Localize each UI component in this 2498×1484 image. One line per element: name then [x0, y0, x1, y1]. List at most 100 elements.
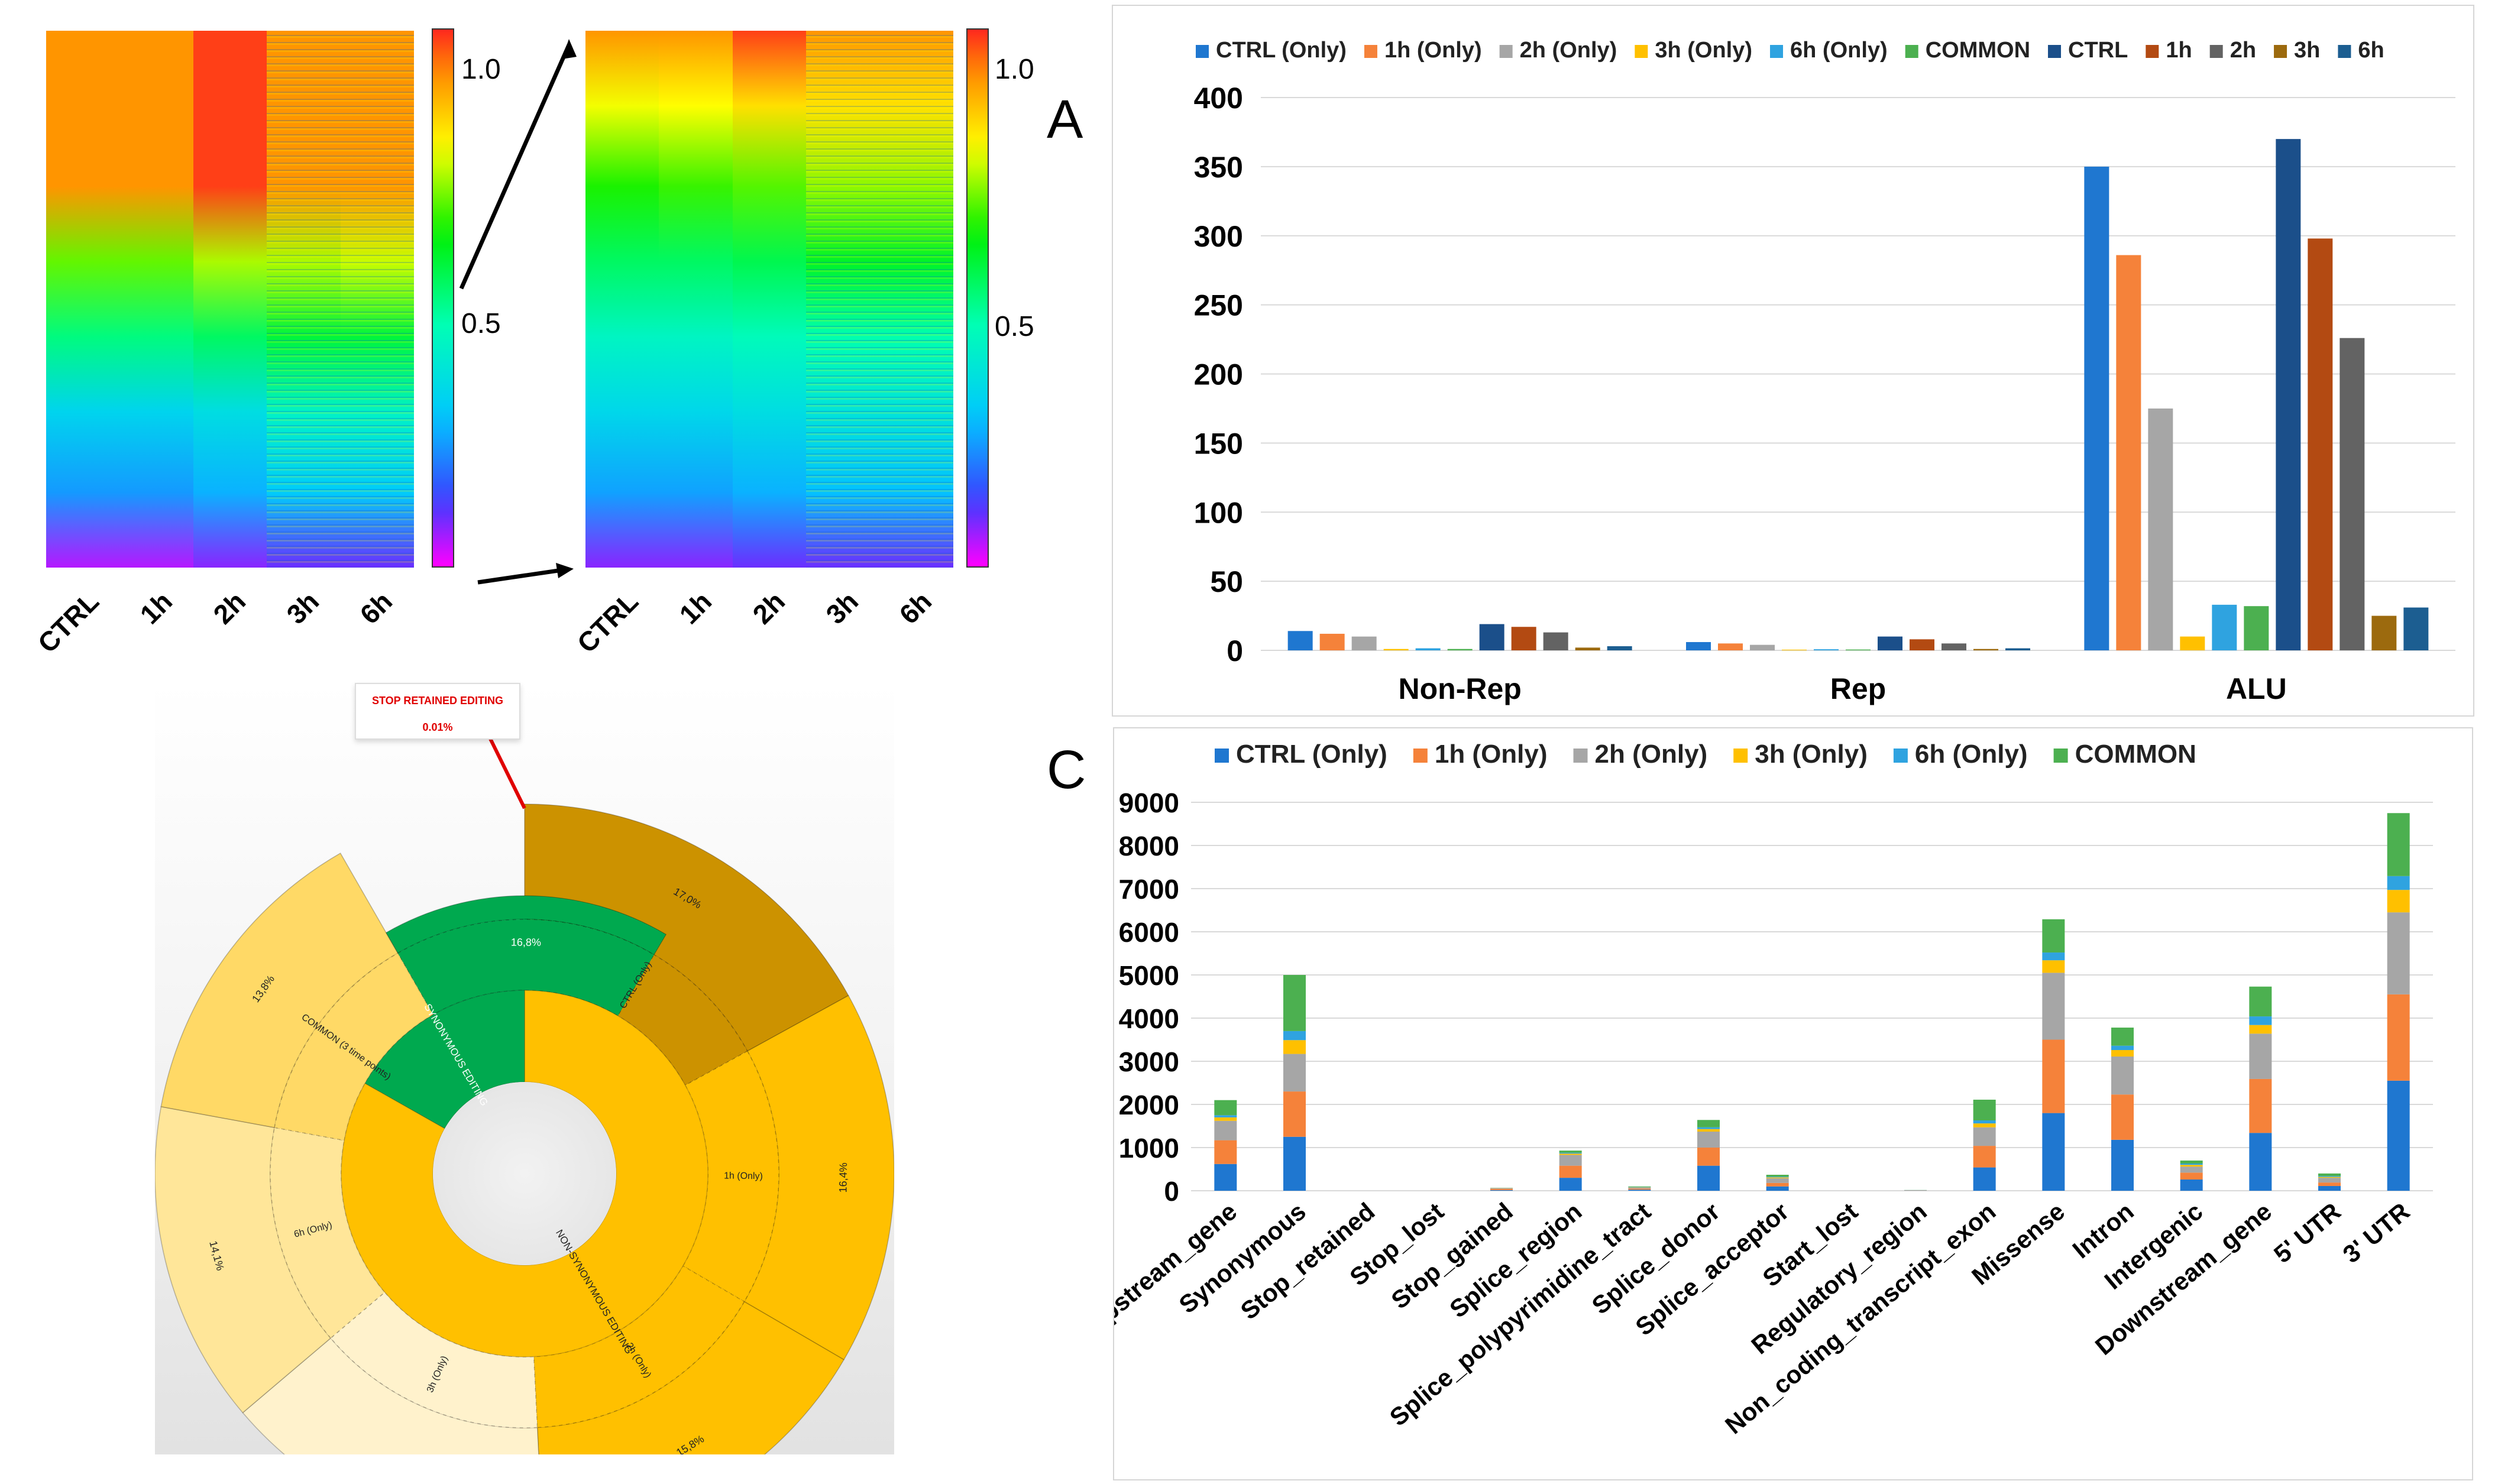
chart-d-bar-1-6: [1214, 1100, 1237, 1116]
chart-b-legend-label-9: 2h: [2230, 38, 2256, 63]
chart-b-bar-alu-1: [2084, 166, 2109, 650]
chart-b-ytick-0: 0: [1227, 634, 1243, 668]
sunburst-outer-label-2: 16,4%: [837, 1162, 849, 1193]
chart-b-legend-label-6: COMMON: [1926, 38, 2030, 63]
chart-d-xtick-17: 5' UTR: [2269, 1197, 2346, 1268]
chart-d-legend-label-3: 2h (Only): [1595, 740, 1708, 769]
heatmap-right: [585, 31, 953, 568]
chart-d-bar-6-2: [1559, 1165, 1582, 1178]
chart-d-bar-8-2: [1697, 1148, 1720, 1166]
stop-retained-callout: STOP RETAINED EDITING 0.01%: [355, 683, 520, 740]
chart-d-ytick-2: 2000: [1119, 1090, 1179, 1120]
panel-letter-c: C: [1047, 740, 1086, 800]
sunburst-middle-segment-5: [270, 1127, 386, 1339]
chart-d-bar-17-1: [2318, 1185, 2341, 1191]
chart-d-bar-7-1: [1628, 1190, 1651, 1191]
chart-d-bar-6-6: [1559, 1151, 1582, 1153]
chart-d-bar-12-5: [1973, 1120, 1996, 1124]
chart-d-bar-2-6: [1283, 975, 1306, 1031]
chart-d-bar-12-3: [1973, 1127, 1996, 1146]
chart-b-bar-rep-1: [1686, 641, 1711, 650]
chart-d-bar-8-1: [1697, 1165, 1720, 1191]
chart-d-bar-2-5: [1283, 1031, 1306, 1041]
heatmap-column-6h: [340, 31, 414, 568]
chart-d-bar-5-1: [1490, 1190, 1513, 1191]
chart-d-bar-8-5: [1697, 1127, 1720, 1129]
chart-d-ytick-9: 9000: [1119, 788, 1179, 818]
chart-d-bar-9-6: [1766, 1174, 1789, 1177]
panel-d-frame: 0 1000 2000 3000 4000 5000 6000 7000 8000 9000 Ups…: [1082, 727, 2473, 1480]
chart-b-bar-alu-11: [2403, 607, 2429, 650]
chart-d-ytick-6: 6000: [1119, 917, 1179, 948]
chart-b-xtick-alu: ALU: [2226, 672, 2287, 705]
chart-b-ytick-7: 350: [1194, 151, 1243, 184]
chart-d-legend-swatch-2: [1413, 749, 1428, 763]
chart-b-bar-non-rep-11: [1607, 646, 1632, 650]
chart-d-ytick-7: 7000: [1119, 874, 1179, 905]
chart-d-legend-label-6: COMMON: [2075, 740, 2196, 769]
chart-d-stacked-bar: 0100020003000400050006000700080009000Ups…: [1082, 740, 2433, 1439]
chart-b-bar-alu-6: [2244, 606, 2269, 650]
chart-d-bar-13-3: [2042, 973, 2065, 1040]
chart-d-bar-6-4: [1559, 1153, 1582, 1155]
sunburst-middle-segment-6: [274, 952, 434, 1141]
chart-b-ytick-8: 400: [1194, 82, 1243, 115]
chart-d-bar-8-6: [1697, 1120, 1720, 1127]
chart-b-legend-swatch-8: [2146, 45, 2159, 58]
chart-d-bar-17-4: [2318, 1177, 2341, 1178]
sunburst-middle-label-2: 1h (Only): [724, 1171, 763, 1181]
chart-d-bar-16-3: [2249, 1033, 2272, 1079]
chart-d-bar-16-5: [2249, 1016, 2272, 1025]
chart-d-bar-8-3: [1697, 1131, 1720, 1148]
chart-d-xtick-18: 3' UTR: [2338, 1197, 2415, 1268]
chart-b-bar-alu-8: [2308, 238, 2333, 650]
chart-d-bar-15-2: [2180, 1172, 2203, 1180]
chart-b-bar-non-rep-4: [1383, 649, 1409, 650]
chart-d-bar-16-2: [2249, 1078, 2272, 1133]
chart-b-bar-non-rep-5: [1415, 648, 1441, 650]
chart-d-bar-12-4: [1973, 1123, 1996, 1127]
chart-b-bar-alu-5: [2212, 604, 2237, 650]
chart-b-legend-swatch-1: [1196, 45, 1209, 58]
chart-b-legend-label-11: 6h: [2358, 38, 2384, 63]
chart-d-bar-14-6: [2111, 1028, 2134, 1046]
heatmap-column-1h: [119, 31, 193, 568]
colorbar-right-tick-2: 0.5: [995, 311, 1034, 342]
zoom-arrow-lower: [556, 563, 574, 578]
chart-d-legend-swatch-6: [2053, 749, 2068, 763]
chart-b-legend-swatch-7: [2048, 45, 2062, 58]
chart-b-xtick-rep: Rep: [1830, 672, 1886, 705]
chart-d-bar-6-3: [1559, 1155, 1582, 1166]
heatmap-column-3h: [806, 31, 880, 568]
chart-d-bar-18-2: [2387, 994, 2410, 1081]
chart-d-bar-15-1: [2180, 1180, 2203, 1191]
chart-d-legend-label-4: 3h (Only): [1755, 740, 1868, 769]
chart-d-bar-16-6: [2249, 986, 2272, 1017]
chart-d-bar-9-4: [1766, 1177, 1789, 1178]
panel-b-frame: 0 50 100 150 200 250 300 350 400 Non-Rep Rep ALU CTR…: [1112, 5, 2474, 717]
chart-d-bar-7-2: [1628, 1188, 1651, 1190]
chart-b-bar-non-rep-2: [1319, 633, 1345, 650]
heatmap-column-6h: [879, 31, 953, 568]
chart-b-xtick-non-rep: Non-Rep: [1399, 672, 1522, 705]
chart-b-legend-label-10: 3h: [2294, 38, 2320, 63]
chart-d-bar-13-1: [2042, 1113, 2065, 1191]
chart-d-bar-17-5: [2318, 1176, 2341, 1177]
chart-d-bar-16-1: [2249, 1133, 2272, 1191]
chart-b-bar-rep-10: [1973, 649, 1998, 650]
chart-d-bar-15-6: [2180, 1160, 2203, 1164]
chart-d-bar-18-6: [2387, 813, 2410, 876]
chart-b-bar-non-rep-1: [1287, 631, 1313, 650]
chart-d-bar-17-2: [2318, 1182, 2341, 1186]
chart-d-bar-15-4: [2180, 1165, 2203, 1167]
chart-d-bar-5-2: [1490, 1188, 1513, 1190]
chart-d-bar-14-4: [2111, 1050, 2134, 1057]
chart-d-bar-6-1: [1559, 1178, 1582, 1191]
chart-b-ytick-4: 200: [1194, 358, 1243, 391]
chart-d-bar-9-2: [1766, 1182, 1789, 1187]
chart-d-bar-2-2: [1283, 1091, 1306, 1137]
chart-b-legend-swatch-2: [1364, 45, 1377, 58]
chart-d-bar-2-3: [1283, 1054, 1306, 1092]
chart-d-bar-5-3: [1490, 1188, 1513, 1189]
chart-b-bar-alu-10: [2371, 615, 2397, 650]
